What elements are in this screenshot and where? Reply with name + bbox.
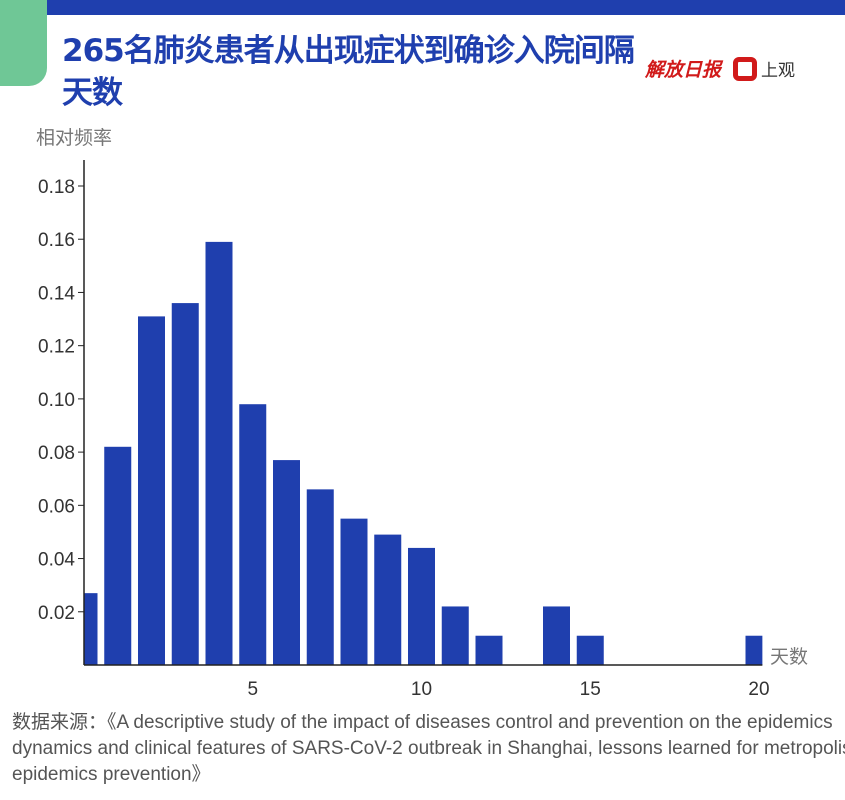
bar-day-2 [138,316,165,665]
x-tick-label: 15 [580,679,601,700]
chart-title: 265名肺炎患者从出现症状到确诊入院间隔天数 [62,33,635,111]
y-tick-label: 0.06 [38,496,75,517]
bar-day-14 [543,606,570,665]
bar-day-1 [104,446,132,665]
shangguan-logo-icon [733,56,757,81]
bar-day-12 [475,635,503,665]
y-axis-label: 相对频率 [36,127,113,149]
y-tick-label: 0.16 [38,230,75,251]
source-note: 数据来源：《A descriptive study of the impact … [12,712,845,785]
corner-accent [0,0,47,86]
bar-day-15 [576,635,604,665]
x-axis-label: 天数 [770,646,808,668]
y-tick-label: 0.04 [38,550,75,571]
bar-day-0 [84,593,98,665]
bar-day-7 [306,489,334,665]
bar-day-9 [374,534,402,665]
top-bar [47,0,845,15]
shangguan-logo: 上观 [733,56,795,81]
x-tick-label: 10 [411,679,432,700]
bar-day-8 [340,518,368,665]
x-tick-label: 5 [247,679,258,700]
y-tick-label: 0.12 [38,337,75,358]
jiefang-daily-logo: 解放日报 [645,59,722,81]
y-tick-label: 0.10 [38,390,75,411]
y-tick-label: 0.08 [38,443,75,464]
bar-day-3 [171,303,199,665]
y-tick-label: 0.02 [38,603,75,624]
bar-day-4 [205,241,233,665]
bar-day-20 [745,635,763,665]
y-tick-label: 0.14 [38,283,75,304]
y-tick-label: 0.18 [38,177,75,198]
bar-day-5 [239,404,267,665]
bar-day-6 [273,460,300,665]
bar-chart: 0.02 0.04 0.06 0.08 0.10 0.12 0.14 0.16 0.18 5 10 1… [38,160,808,700]
bar-day-11 [441,606,469,665]
x-tick-label: 20 [748,679,769,700]
bar-day-10 [408,547,435,665]
